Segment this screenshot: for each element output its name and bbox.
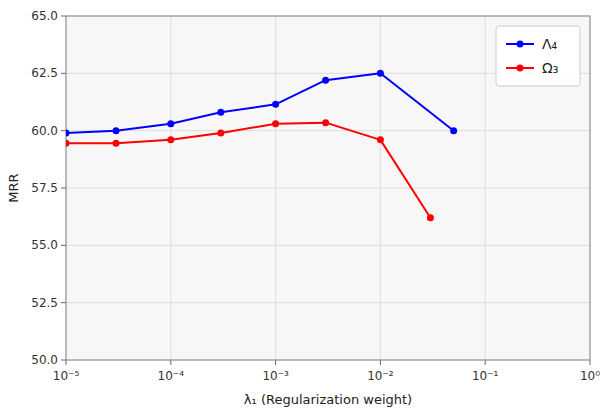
x-axis-label: λ₁ (Regularization weight) xyxy=(244,392,412,407)
grid xyxy=(66,16,590,360)
series-marker xyxy=(217,129,224,136)
x-tick xyxy=(170,360,171,365)
x-tick-label: 10⁻³ xyxy=(262,369,289,383)
series-marker xyxy=(272,120,279,127)
plot-frame xyxy=(66,16,590,360)
y-tick-label: 57.5 xyxy=(31,181,58,195)
series-marker xyxy=(450,127,457,134)
x-tick xyxy=(380,360,381,365)
series-group xyxy=(66,70,457,221)
series-marker xyxy=(272,101,279,108)
axes: 10⁻⁵ 10⁻⁴ 10⁻³ 10⁻² 10⁻¹ 10⁰ 50.0 52.5 55.0 57.5 6… xyxy=(31,9,600,383)
y-tick-label: 60.0 xyxy=(31,124,58,138)
y-grid-line xyxy=(66,302,590,303)
series-marker xyxy=(113,127,120,134)
y-grid-line xyxy=(66,188,590,189)
y-tick xyxy=(61,245,66,246)
y-tick xyxy=(61,302,66,303)
x-tick-label: 10⁻² xyxy=(367,369,394,383)
x-tick xyxy=(485,360,486,365)
y-tick-label: 65.0 xyxy=(31,9,58,23)
y-tick xyxy=(61,188,66,189)
y-tick xyxy=(61,130,66,131)
y-tick xyxy=(61,16,66,17)
series-marker xyxy=(66,129,70,136)
y-tick-label: 52.5 xyxy=(31,296,58,310)
x-tick-label: 10⁻¹ xyxy=(472,369,499,383)
y-tick xyxy=(61,360,66,361)
series-marker xyxy=(427,214,434,221)
legend-marker xyxy=(517,41,524,48)
series-marker xyxy=(217,109,224,116)
x-tick xyxy=(590,360,591,365)
x-tick-label: 10⁰ xyxy=(580,369,600,383)
legend-marker xyxy=(517,65,524,72)
plot-area xyxy=(66,16,590,360)
y-axis-label: MRR xyxy=(6,173,21,202)
series-marker xyxy=(322,77,329,84)
y-tick xyxy=(61,73,66,74)
legend-label: Λ₄ xyxy=(542,36,558,52)
y-tick-label: 50.0 xyxy=(31,353,58,367)
y-grid-line xyxy=(66,130,590,131)
y-tick-label: 62.5 xyxy=(31,66,58,80)
series-line xyxy=(66,123,430,218)
series-line xyxy=(66,73,454,133)
y-tick-label: 55.0 xyxy=(31,238,58,252)
series-marker xyxy=(113,140,120,147)
series-marker xyxy=(66,140,70,147)
series-marker xyxy=(322,119,329,126)
x-tick-label: 10⁻⁵ xyxy=(53,369,80,383)
x-tick-label: 10⁻⁴ xyxy=(158,369,185,383)
legend-box xyxy=(496,26,580,86)
y-grid-line xyxy=(66,245,590,246)
series-marker xyxy=(167,136,174,143)
series-marker xyxy=(377,136,384,143)
legend-label: Ω₃ xyxy=(542,60,558,76)
x-tick xyxy=(275,360,276,365)
x-tick xyxy=(66,360,67,365)
series-marker xyxy=(167,120,174,127)
legend: Λ₄ Ω₃ xyxy=(496,26,580,86)
chart: 10⁻⁵ 10⁻⁴ 10⁻³ 10⁻² 10⁻¹ 10⁰ 50.0 52.5 55.0 57.5 6… xyxy=(0,0,608,416)
series-marker xyxy=(377,70,384,77)
